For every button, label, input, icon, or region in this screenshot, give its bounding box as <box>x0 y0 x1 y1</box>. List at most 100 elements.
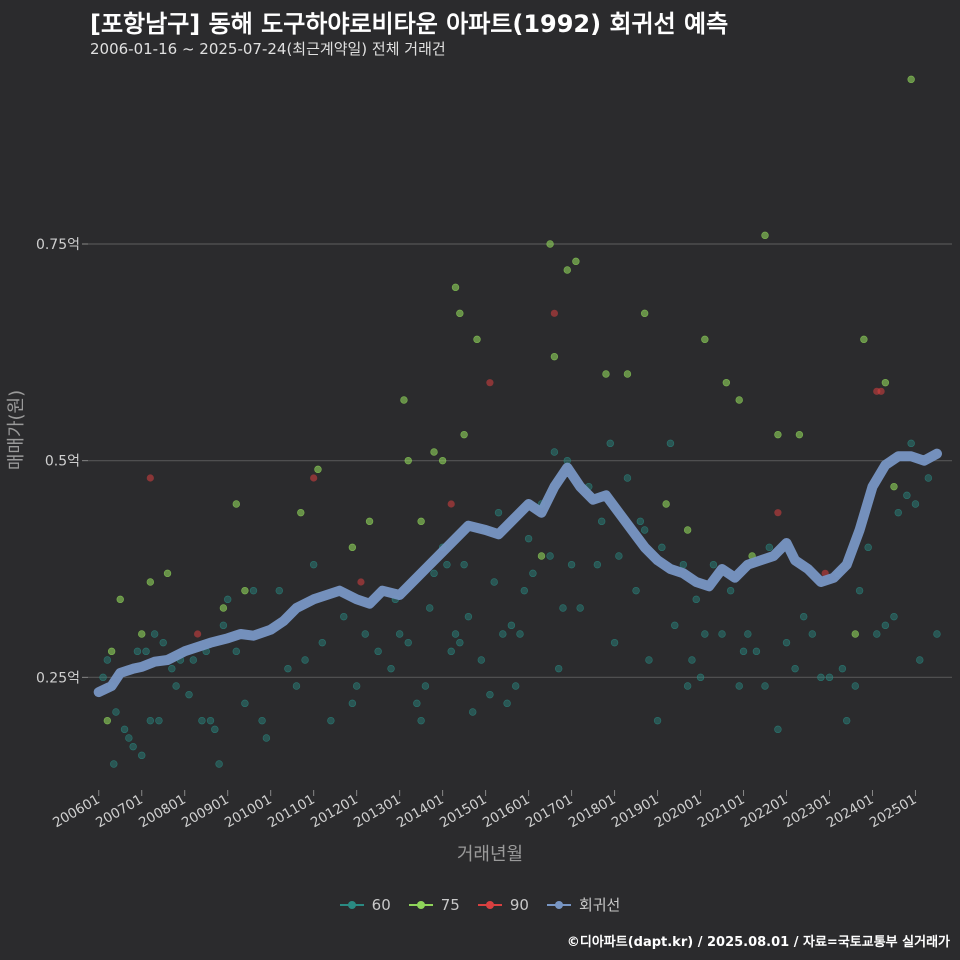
point-60 <box>765 543 774 552</box>
point-60 <box>451 630 460 638</box>
legend-item-60: 60 <box>339 894 391 915</box>
point-60 <box>516 630 524 638</box>
point-60 <box>520 586 528 595</box>
x-tick-label: 202401 <box>824 792 877 832</box>
legend-item-75: 75 <box>408 894 460 915</box>
point-60 <box>838 664 847 673</box>
point-60 <box>671 621 679 630</box>
point-60 <box>632 586 640 595</box>
point-60 <box>348 699 357 708</box>
point-90 <box>194 630 202 638</box>
point-60 <box>924 474 933 482</box>
point-60 <box>110 760 118 768</box>
point-75 <box>146 578 155 586</box>
point-60 <box>890 612 898 621</box>
point-60 <box>615 552 623 560</box>
point-60 <box>219 621 228 630</box>
legend: 60 75 90 회귀선 <box>0 894 960 915</box>
point-75 <box>297 508 305 517</box>
y-tick-label: 0.25억 <box>36 670 80 686</box>
x-tick-label: 201301 <box>351 792 404 832</box>
point-60 <box>150 630 159 638</box>
x-tick-label: 202501 <box>867 792 920 832</box>
point-60 <box>739 647 748 656</box>
point-60 <box>507 621 516 630</box>
point-60 <box>559 604 567 612</box>
point-60 <box>576 604 584 612</box>
point-60 <box>224 595 232 604</box>
point-75 <box>860 335 868 344</box>
point-60 <box>103 656 112 664</box>
point-60 <box>744 630 752 638</box>
point-60 <box>567 560 576 569</box>
point-60 <box>855 586 864 595</box>
legend-label-60: 60 <box>371 895 391 914</box>
point-60 <box>709 560 718 569</box>
point-60 <box>112 708 120 716</box>
source-credit: ©디아파트(dapt.kr) / 2025.08.01 / 자료=국토교통부 실… <box>566 935 950 950</box>
x-tick-label: 201001 <box>222 792 275 832</box>
x-tick-label: 202201 <box>738 792 791 832</box>
legend-key-regression <box>546 899 571 911</box>
point-75 <box>761 231 769 240</box>
point-60 <box>417 716 425 725</box>
point-75 <box>430 448 438 456</box>
point-60 <box>623 474 632 482</box>
point-75 <box>365 517 374 526</box>
point-90 <box>310 474 318 482</box>
point-60 <box>851 682 859 690</box>
point-60 <box>503 699 511 708</box>
point-60 <box>696 673 705 682</box>
point-75 <box>400 396 408 404</box>
point-75 <box>640 309 649 318</box>
point-90 <box>486 379 494 387</box>
point-75 <box>348 543 357 552</box>
point-75 <box>623 370 632 378</box>
point-60 <box>550 448 559 456</box>
point-60 <box>99 673 107 682</box>
point-60 <box>232 647 240 656</box>
x-tick-label: 201101 <box>265 792 318 832</box>
point-60 <box>486 690 494 699</box>
point-60 <box>413 699 421 708</box>
x-tick-label: 201601 <box>480 792 533 832</box>
point-60 <box>211 725 219 734</box>
point-60 <box>683 682 692 690</box>
point-75 <box>232 500 240 508</box>
point-60 <box>421 682 430 690</box>
point-60 <box>447 647 455 656</box>
point-60 <box>198 716 206 725</box>
point-60 <box>241 699 249 708</box>
point-75 <box>563 266 571 274</box>
y-tick-label: 0.75억 <box>36 237 80 253</box>
point-60 <box>146 716 155 725</box>
point-75 <box>572 257 580 266</box>
point-75 <box>219 604 228 612</box>
point-60 <box>258 716 266 725</box>
point-60 <box>249 586 258 595</box>
x-tick-label: 202001 <box>652 792 705 832</box>
point-60 <box>318 638 326 647</box>
point-75 <box>774 430 782 439</box>
scatter-points <box>99 75 941 768</box>
point-60 <box>529 569 537 578</box>
y-tick-label: 0.5억 <box>45 454 80 470</box>
point-75 <box>907 75 915 84</box>
point-60 <box>679 560 688 569</box>
x-tick-label: 200801 <box>136 792 189 832</box>
point-60 <box>735 682 743 690</box>
point-60 <box>430 569 438 578</box>
point-60 <box>808 630 816 638</box>
legend-key-90 <box>477 899 502 911</box>
point-60 <box>172 682 180 690</box>
x-tick-label: 201901 <box>609 792 662 832</box>
point-60 <box>817 673 825 682</box>
point-60 <box>666 439 675 448</box>
point-75 <box>683 526 692 534</box>
x-tick-label: 201201 <box>308 792 361 832</box>
point-60 <box>361 630 369 638</box>
point-75 <box>103 716 112 725</box>
point-60 <box>327 716 335 725</box>
point-60 <box>155 716 163 725</box>
point-60 <box>284 664 292 673</box>
